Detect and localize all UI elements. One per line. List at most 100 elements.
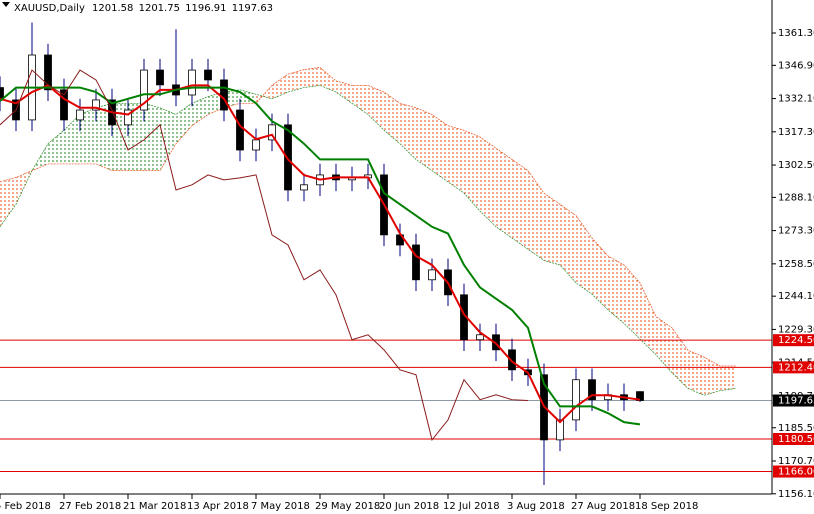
y-tick-label: 1332.10 [778, 94, 814, 105]
cloud-segment [368, 85, 384, 131]
low-value: 1196.91 [185, 3, 226, 14]
cloud-segment [0, 177, 16, 227]
cloud-segment [96, 103, 112, 171]
candle-body [236, 109, 244, 151]
cloud-segment [400, 103, 416, 160]
level-tag [773, 361, 814, 374]
candle-body [636, 391, 644, 401]
cloud-segment [416, 107, 432, 171]
candle-body [76, 109, 84, 121]
cloud-segment [208, 92, 224, 115]
high-value: 1201.75 [139, 3, 180, 14]
chart-header: XAUUSD,Daily 1201.58 1201.75 1196.91 119… [14, 3, 273, 14]
cloud-segment [464, 130, 480, 212]
cloud-segment [432, 114, 448, 182]
cloud-segment [448, 125, 464, 194]
cloud-segment [640, 282, 656, 355]
cloud-segment [384, 92, 400, 144]
cloud-boundary [0, 84, 737, 396]
cloud-segment [320, 67, 336, 93]
level-tag [773, 465, 814, 478]
close-value: 1197.63 [232, 3, 273, 14]
cloud-segment [352, 85, 368, 115]
x-tick-label: 21 Mar 2018 [123, 501, 186, 512]
x-tick-label: 5 Feb 2018 [0, 501, 51, 512]
level-tag [773, 432, 814, 445]
candle-body [268, 124, 276, 141]
candle-body [428, 269, 436, 281]
cloud-segment [64, 114, 80, 164]
cloud-segment [48, 130, 64, 164]
y-tick-label: 1361.30 [778, 28, 814, 39]
indicator-line [0, 84, 641, 424]
axis-cover [0, 494, 814, 514]
y-tick-label: 1258.50 [778, 259, 814, 270]
candle-body [412, 244, 420, 281]
cloud-segment [80, 107, 96, 164]
cloud-segment [192, 96, 208, 126]
level-label: 1180.50 [778, 434, 814, 445]
y-tick-label: 1229.30 [778, 324, 814, 335]
cloud-segment [304, 67, 320, 88]
plot-area [0, 22, 772, 486]
cloud-segment [528, 170, 544, 261]
y-tick-label: 1170.70 [778, 456, 814, 467]
cloud-segment [272, 74, 288, 99]
axis-cover [772, 0, 814, 514]
cloud-segment [704, 357, 720, 396]
x-tick-label: 27 Feb 2018 [59, 501, 121, 512]
symbol: XAUUSD,Daily [14, 3, 85, 14]
cloud-segment [176, 103, 192, 144]
candle-body [588, 379, 596, 401]
cloud-segment [160, 107, 176, 171]
cloud-segment [544, 193, 560, 265]
level-label: 1166.00 [778, 467, 814, 478]
cloud-segment [608, 255, 624, 324]
y-tick-label: 1156.10 [778, 489, 814, 500]
candle-body [92, 99, 100, 111]
cloud-boundary [0, 66, 736, 367]
candle-body [204, 69, 212, 81]
cloud-segment [592, 238, 608, 310]
candle-body [572, 379, 580, 421]
cloud-segment [144, 103, 160, 171]
candle-body [188, 69, 196, 96]
x-tick-label: 3 Aug 2018 [507, 501, 565, 512]
indicator-line [0, 69, 529, 441]
cloud-segment [512, 159, 528, 250]
candle-body [124, 109, 132, 126]
y-tick-label: 1302.50 [778, 160, 814, 171]
x-tick-label: 13 Apr 2018 [187, 501, 249, 512]
candle-body [0, 87, 4, 101]
cloud-segment [288, 69, 304, 93]
candle-body [44, 54, 52, 91]
candle-body [300, 184, 308, 191]
cloud-segment [480, 136, 496, 227]
cloud-segment [576, 215, 592, 295]
y-tick-label: 1244.10 [778, 291, 814, 302]
candle-body [284, 124, 292, 191]
cloud-segment [656, 316, 672, 373]
cloud-segment [672, 327, 688, 389]
candle-body [508, 349, 516, 371]
x-tick-label: 7 May 2018 [251, 501, 310, 512]
x-tick-label: 20 Jun 2018 [379, 501, 439, 512]
x-tick-label: 12 Jul 2018 [443, 501, 500, 512]
price-tag [773, 394, 814, 407]
candle-body [252, 139, 260, 151]
candle-body [220, 79, 228, 111]
y-tick-label: 1346.90 [778, 60, 814, 71]
level-tag [773, 334, 814, 347]
candle-body [60, 89, 68, 121]
cloud-segment [224, 89, 240, 108]
x-tick-label: 18 Sep 2018 [635, 501, 698, 512]
price-label: 1197.63 [778, 396, 814, 407]
y-tick-label: 1317.30 [778, 127, 814, 138]
candle-body [140, 69, 148, 111]
cloud-segment [336, 80, 352, 104]
y-tick-label: 1185.50 [778, 423, 814, 434]
y-tick-label: 1288.10 [778, 192, 814, 203]
cloud-segment [720, 366, 736, 391]
